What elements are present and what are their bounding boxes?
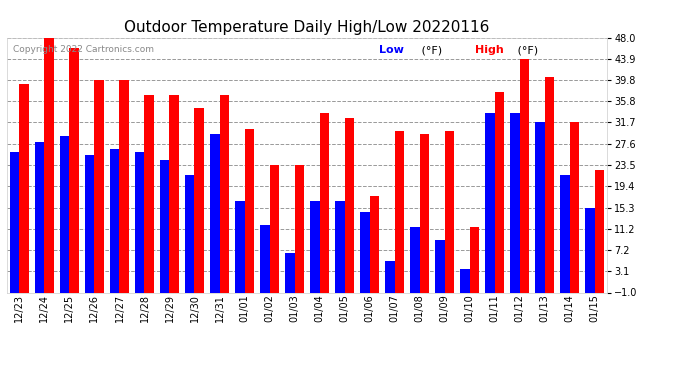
Bar bbox=[410, 228, 420, 292]
Bar bbox=[10, 152, 19, 292]
Bar bbox=[219, 95, 229, 292]
Bar bbox=[210, 134, 219, 292]
Bar bbox=[420, 134, 429, 292]
Bar bbox=[435, 240, 444, 292]
Bar bbox=[85, 154, 95, 292]
Bar bbox=[444, 131, 454, 292]
Bar bbox=[44, 38, 54, 292]
Bar bbox=[385, 261, 395, 292]
Bar bbox=[460, 269, 470, 292]
Text: High: High bbox=[475, 45, 504, 55]
Bar bbox=[244, 129, 254, 292]
Bar bbox=[395, 131, 404, 292]
Bar bbox=[119, 80, 129, 292]
Bar bbox=[285, 254, 295, 292]
Bar bbox=[260, 225, 270, 292]
Bar bbox=[344, 118, 354, 292]
Bar bbox=[60, 136, 70, 292]
Bar bbox=[544, 76, 554, 292]
Bar bbox=[185, 176, 195, 292]
Bar bbox=[495, 92, 504, 292]
Bar bbox=[95, 80, 104, 292]
Bar bbox=[110, 149, 119, 292]
Bar bbox=[485, 113, 495, 292]
Bar bbox=[319, 113, 329, 292]
Bar bbox=[370, 196, 379, 292]
Bar bbox=[295, 165, 304, 292]
Bar bbox=[570, 122, 579, 292]
Bar bbox=[470, 228, 479, 292]
Bar bbox=[160, 160, 170, 292]
Bar bbox=[310, 201, 319, 292]
Bar bbox=[144, 95, 154, 292]
Bar bbox=[270, 165, 279, 292]
Bar bbox=[235, 201, 244, 292]
Text: (°F): (°F) bbox=[418, 45, 442, 55]
Bar bbox=[360, 212, 370, 292]
Title: Outdoor Temperature Daily High/Low 20220116: Outdoor Temperature Daily High/Low 20220… bbox=[124, 20, 490, 35]
Bar bbox=[510, 113, 520, 292]
Text: Low: Low bbox=[379, 45, 404, 55]
Bar bbox=[19, 84, 29, 292]
Bar bbox=[170, 95, 179, 292]
Bar bbox=[195, 108, 204, 292]
Bar bbox=[595, 170, 604, 292]
Bar bbox=[70, 48, 79, 292]
Bar bbox=[560, 176, 570, 292]
Text: (°F): (°F) bbox=[514, 45, 538, 55]
Bar bbox=[335, 201, 344, 292]
Bar bbox=[535, 122, 544, 292]
Bar bbox=[585, 208, 595, 292]
Text: Copyright 2022 Cartronics.com: Copyright 2022 Cartronics.com bbox=[13, 45, 154, 54]
Bar bbox=[520, 59, 529, 292]
Bar bbox=[135, 152, 144, 292]
Bar bbox=[35, 142, 44, 292]
